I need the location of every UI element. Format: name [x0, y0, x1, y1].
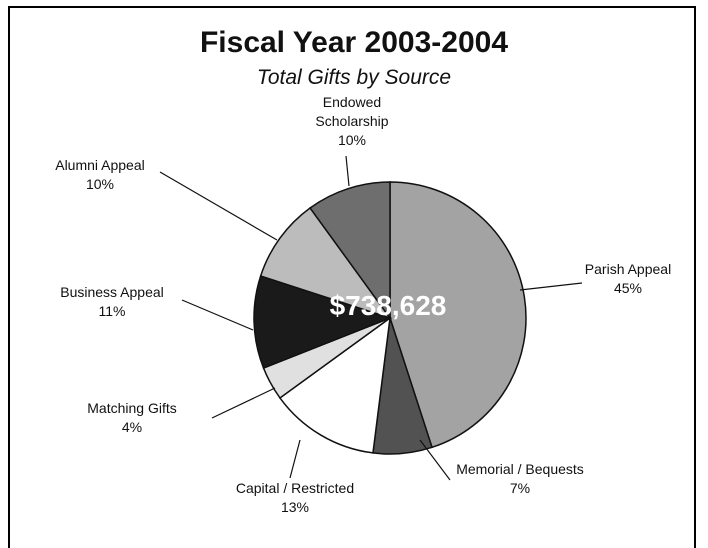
pie-slice-capital-restricted	[278, 316, 391, 454]
leader-line-capital-restricted	[289, 439, 301, 479]
pie-slice-alumni-appeal	[259, 206, 392, 320]
slice-label-endowed-scholarship: Endowed Scholarship 10%	[315, 94, 388, 148]
slice-label-business-appeal: Business Appeal 11%	[60, 284, 164, 319]
slice-label-alumni-appeal: Alumni Appeal 10%	[55, 157, 145, 192]
chart-subtitle: Total Gifts by Source	[256, 66, 452, 89]
pie-slice-endowed-scholarship	[309, 181, 391, 321]
chart-frame	[8, 6, 696, 548]
slice-label-capital-restricted: Capital / Restricted 13%	[236, 480, 354, 515]
leader-line-alumni-appeal	[159, 171, 278, 241]
leader-line-memorial-bequests	[419, 439, 451, 481]
pie-slice-parish-appeal	[389, 181, 527, 449]
total-amount-label: $738,628	[330, 290, 447, 321]
leader-line-matching-gifts	[211, 387, 276, 419]
slice-label-parish-appeal: Parish Appeal 45%	[585, 261, 671, 296]
leader-line-business-appeal	[181, 299, 254, 331]
slice-label-memorial-bequests: Memorial / Bequests 7%	[456, 461, 584, 496]
chart-title: Fiscal Year 2003-2004	[199, 26, 509, 59]
leader-line-parish-appeal	[519, 282, 583, 291]
leader-line-endowed-scholarship	[345, 155, 350, 187]
pie-slice-business-appeal	[253, 275, 393, 370]
slice-label-matching-gifts: Matching Gifts 4%	[87, 400, 176, 435]
